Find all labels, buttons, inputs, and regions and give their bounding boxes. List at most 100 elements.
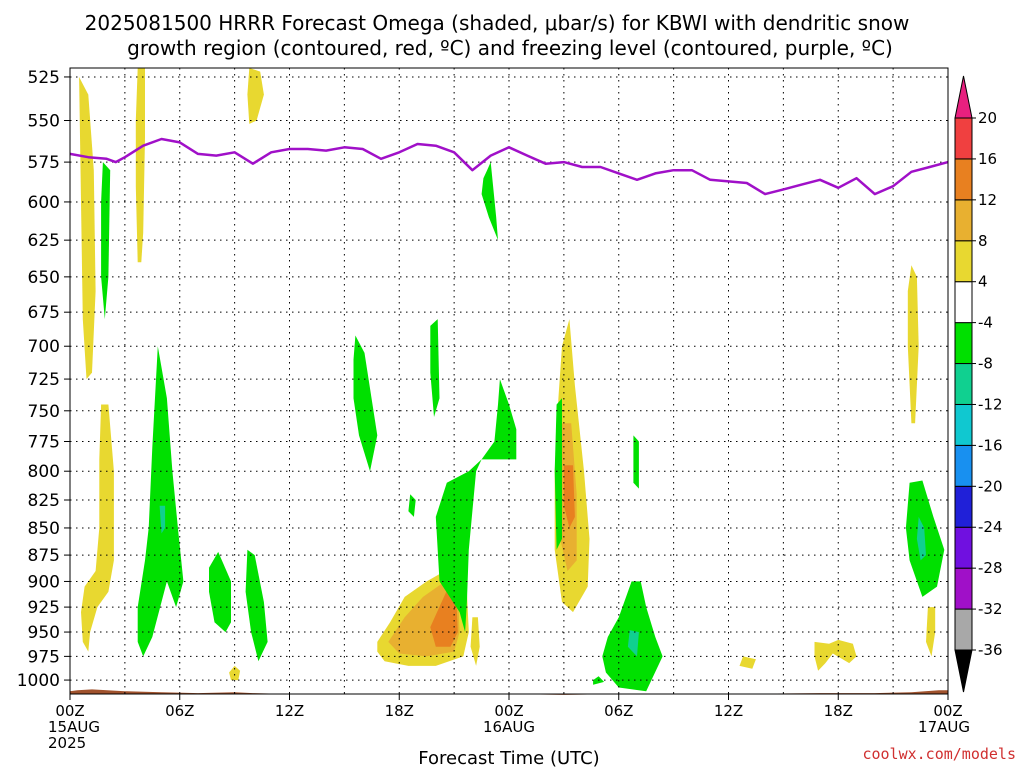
colorbar-segment-3 <box>954 526 973 569</box>
omega-region-16 <box>101 162 111 320</box>
omega-region-18 <box>159 505 166 534</box>
credit-text: coolwx.com/models <box>862 745 1016 763</box>
y-axis-ticks: 525 550 575 600 625 650 675 700 725 750 775 800 825 8… <box>17 68 70 691</box>
omega-shaded-regions <box>79 68 945 692</box>
colorbar: -36 -32 -28 -24 -20 -16 -12 -8 -4 4 8 12 16 20 <box>954 75 1003 693</box>
omega-region-32 <box>916 516 926 561</box>
colorbar-segment-2 <box>954 567 973 610</box>
x-tick-label-6-0: 06Z <box>165 702 194 720</box>
y-tick-label-600: 600 <box>28 193 60 213</box>
colorbar-label-2: -28 <box>978 559 1003 577</box>
x-tick-label-48-1: 17AUG <box>918 718 970 736</box>
y-tick-label-1000: 1000 <box>17 671 60 691</box>
omega-region-14 <box>907 265 919 424</box>
y-tick-label-525: 525 <box>28 68 60 88</box>
colorbar-segment-12 <box>954 158 973 201</box>
y-tick-label-675: 675 <box>28 303 60 323</box>
x-tick-label-24-0: 00Z <box>494 702 523 720</box>
colorbar-segment-4 <box>954 485 973 528</box>
y-tick-label-750: 750 <box>28 402 60 422</box>
y-tick-label-825: 825 <box>28 491 60 511</box>
y-tick-label-550: 550 <box>28 111 60 131</box>
colorbar-segment-11 <box>954 199 973 242</box>
colorbar-segment-9 <box>954 281 973 324</box>
y-tick-label-850: 850 <box>28 519 60 539</box>
y-tick-label-975: 975 <box>28 647 60 667</box>
y-tick-label-650: 650 <box>28 268 60 288</box>
omega-region-31 <box>905 480 945 597</box>
omega-region-13 <box>814 639 857 671</box>
chart-title-line-2: growth region (contoured, red, ºC) and f… <box>127 36 893 60</box>
colorbar-label-0: -36 <box>978 641 1003 659</box>
x-tick-label-42-0: 18Z <box>824 702 853 720</box>
y-tick-label-700: 700 <box>28 337 60 357</box>
omega-region-8 <box>470 617 480 666</box>
x-tick-label-0-1: 15AUG <box>48 718 100 736</box>
colorbar-segment-10 <box>954 240 973 283</box>
colorbar-label-9: 4 <box>978 273 988 291</box>
omega-region-3 <box>81 404 114 652</box>
colorbar-label-5: -16 <box>978 436 1003 454</box>
x-tick-label-0-0: 00Z <box>55 702 84 720</box>
omega-region-22 <box>430 319 440 417</box>
x-tick-label-30-0: 06Z <box>604 702 633 720</box>
x-axis-label: Forecast Time (UTC) <box>418 748 599 768</box>
omega-region-2 <box>247 68 264 124</box>
chart-title-line-1: 2025081500 HRRR Forecast Omega (shaded, … <box>85 11 910 35</box>
colorbar-label-4: -20 <box>978 477 1003 495</box>
colorbar-segment-13 <box>954 117 973 160</box>
colorbar-segment-6 <box>954 403 973 446</box>
colorbar-bottom-triangle <box>954 649 973 693</box>
freezing-level-polyline <box>69 137 949 196</box>
x-tick-label-12-0: 12Z <box>275 702 304 720</box>
omega-region-28 <box>633 435 639 489</box>
colorbar-label-6: -12 <box>978 395 1003 413</box>
x-tick-label-24-1: 16AUG <box>483 718 535 736</box>
colorbar-label-8: -4 <box>978 314 993 332</box>
x-tick-label-36-0: 12Z <box>714 702 743 720</box>
y-tick-label-575: 575 <box>28 153 60 173</box>
y-tick-label-775: 775 <box>28 432 60 452</box>
y-tick-label-925: 925 <box>28 598 60 618</box>
colorbar-segment-8 <box>954 322 973 365</box>
y-tick-label-950: 950 <box>28 623 60 643</box>
colorbar-segment-5 <box>954 444 973 487</box>
x-tick-label-18-0: 18Z <box>385 702 414 720</box>
omega-region-0 <box>79 77 96 380</box>
grid-lines <box>70 68 948 694</box>
y-tick-label-625: 625 <box>28 231 60 251</box>
omega-region-20 <box>245 549 268 662</box>
freezing-level-line <box>69 137 949 196</box>
omega-region-24 <box>435 379 517 633</box>
y-tick-label-875: 875 <box>28 546 60 566</box>
colorbar-top-triangle <box>954 75 973 119</box>
omega-region-15 <box>926 607 936 657</box>
colorbar-segment-7 <box>954 363 973 405</box>
colorbar-label-10: 8 <box>978 232 988 250</box>
omega-region-23 <box>408 494 416 517</box>
omega-region-19 <box>209 551 231 633</box>
colorbar-label-12: 16 <box>978 150 997 168</box>
colorbar-label-11: 12 <box>978 191 997 209</box>
x-tick-label-48-0: 00Z <box>933 702 962 720</box>
colorbar-label-7: -8 <box>978 355 993 373</box>
colorbar-segment-1 <box>954 608 973 651</box>
omega-region-12 <box>739 656 756 669</box>
colorbar-label-3: -24 <box>978 518 1003 536</box>
omega-region-17 <box>137 346 184 657</box>
omega-region-25 <box>481 162 498 241</box>
colorbar-label-13: 20 <box>978 109 997 127</box>
omega-region-26 <box>554 398 562 550</box>
x-tick-label-0-2: 2025 <box>48 734 86 752</box>
omega-region-11 <box>563 465 575 528</box>
colorbar-label-1: -32 <box>978 600 1003 618</box>
omega-region-30 <box>627 630 639 657</box>
y-tick-label-800: 800 <box>28 462 60 482</box>
y-tick-label-725: 725 <box>28 370 60 390</box>
omega-region-21 <box>353 335 378 472</box>
omega-region-4 <box>229 665 241 681</box>
omega-region-1 <box>135 68 145 263</box>
y-tick-label-900: 900 <box>28 572 60 592</box>
